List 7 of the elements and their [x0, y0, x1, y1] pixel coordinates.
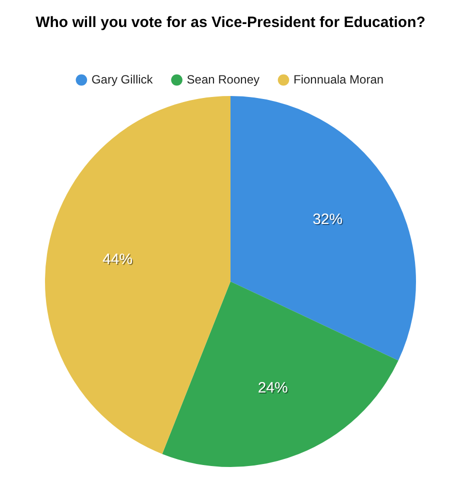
legend-label: Sean Rooney [186, 72, 260, 86]
legend-label: Fionnuala Moran [294, 72, 384, 86]
legend-label: Gary Gillick [91, 72, 154, 86]
data-label: 32% [314, 212, 344, 230]
data-label: 44% [104, 252, 134, 270]
chart-title: Who will you vote for as Vice-President for Education? [36, 14, 426, 32]
data-label: 24% [258, 380, 289, 398]
